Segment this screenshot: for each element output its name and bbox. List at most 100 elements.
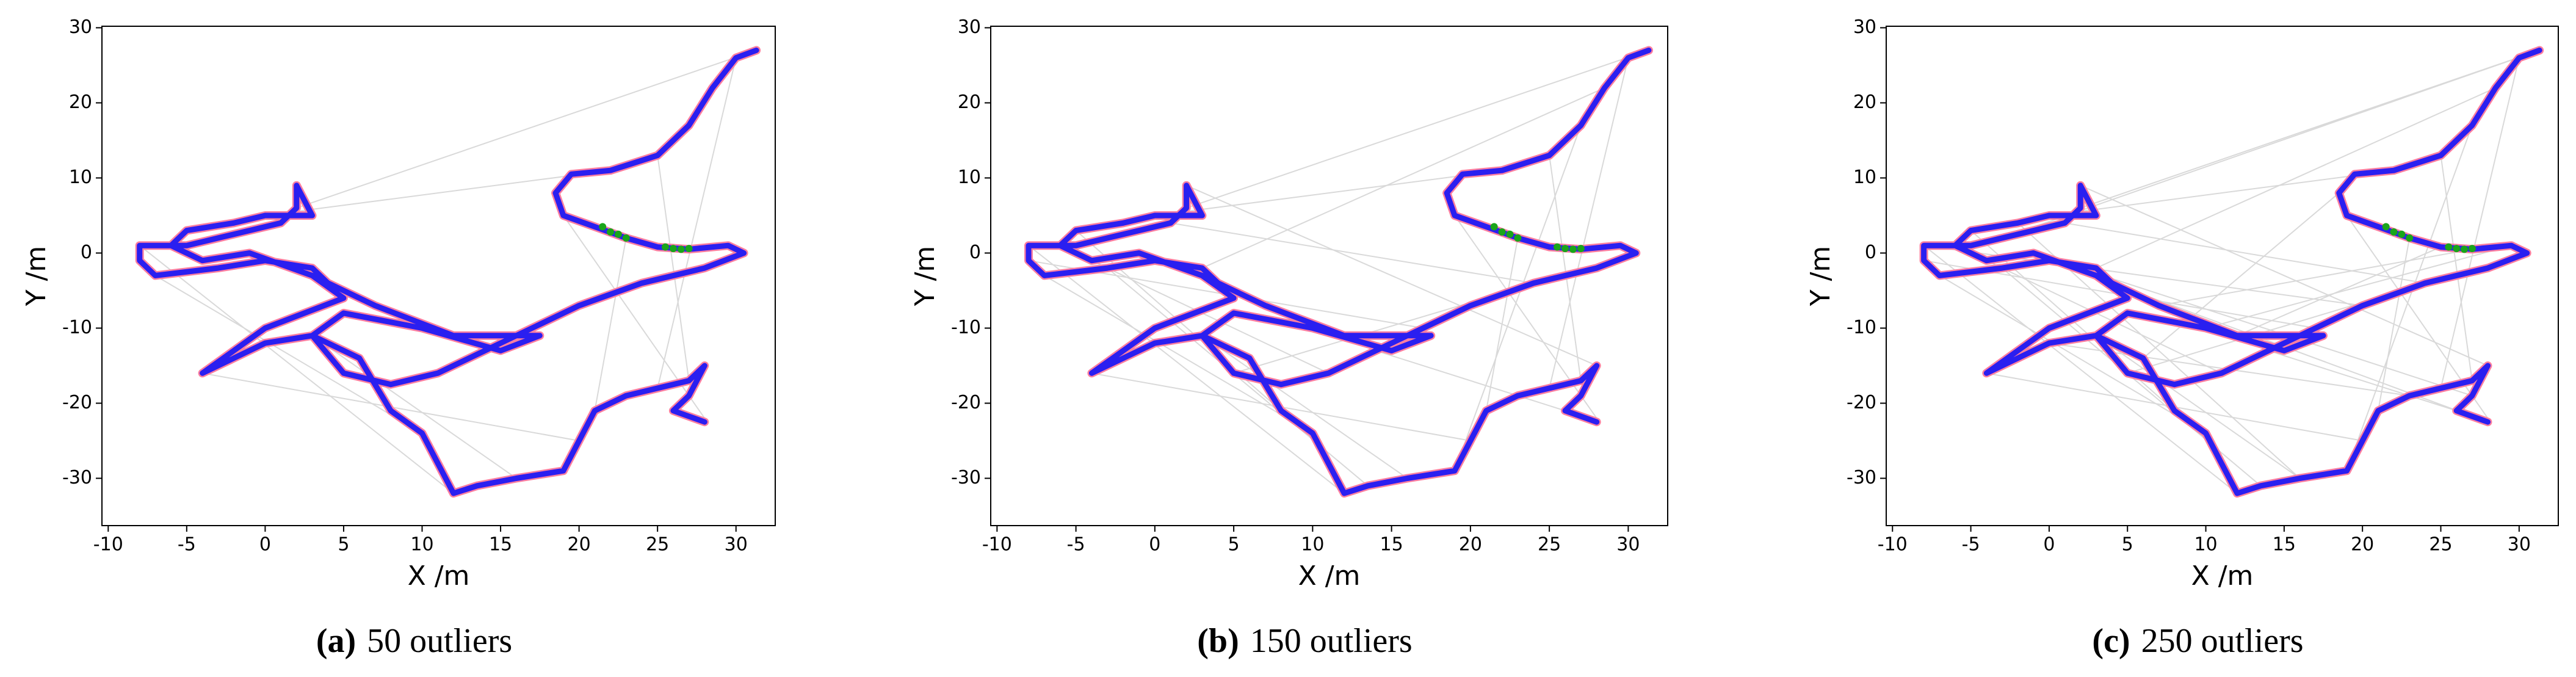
y-axis-label: Y /m <box>1805 246 1836 307</box>
y-tick-label: 20 <box>958 92 981 113</box>
x-tick-label: 15 <box>2273 534 2296 556</box>
y-tick-label: 0 <box>81 242 92 263</box>
y-tick-label: 30 <box>1853 16 1876 38</box>
plot-frame <box>101 26 776 526</box>
y-tick-label: -10 <box>1847 317 1876 338</box>
x-tick-label: 10 <box>2194 534 2217 556</box>
panel: -10 -5 0 5 10 15 20 25 30 -30 -20 -10 0 10 20 30 X /m Y /… <box>1805 16 2559 660</box>
loop-closure <box>2468 245 2476 253</box>
loop-closure <box>607 228 615 236</box>
trajectory <box>137 47 759 496</box>
y-tick-label: 10 <box>958 167 981 188</box>
x-tick-label: 10 <box>410 534 433 556</box>
trajectory-halo <box>1919 46 2544 498</box>
plot-frame <box>1886 26 2559 526</box>
loop-closure <box>1577 245 1585 253</box>
y-tick-label: 20 <box>69 92 92 113</box>
trajectory <box>1921 47 2542 496</box>
y-tick-label: -30 <box>1847 467 1876 488</box>
x-tick-label: 20 <box>1459 534 1482 556</box>
y-tick-label: -20 <box>1847 392 1876 413</box>
y-tick-label: 20 <box>1853 92 1876 113</box>
y-tick-label: 0 <box>969 242 981 263</box>
y-tick-label: 30 <box>958 16 981 38</box>
x-tick-label: -10 <box>1878 534 1908 556</box>
outlier-edges <box>1028 49 1649 494</box>
x-tick-label: 0 <box>259 534 271 556</box>
caption: (b) 150 outliers <box>1197 622 1412 660</box>
loop-closure <box>2382 223 2390 231</box>
y-axis-label: Y /m <box>21 246 52 307</box>
x-tick-label: -10 <box>982 534 1012 556</box>
x-tick-label: 5 <box>338 534 349 556</box>
loop-closure <box>1498 228 1506 236</box>
outlier-edges <box>139 49 758 494</box>
x-tick-label: 0 <box>2043 534 2055 556</box>
loop-closure <box>1506 230 1514 238</box>
x-tick-label: 15 <box>1380 534 1403 556</box>
x-tick-label: 25 <box>646 534 669 556</box>
x-tick-label: -5 <box>178 534 196 556</box>
y-tick-label: -10 <box>62 317 92 338</box>
loop-closure <box>677 245 685 253</box>
loop-closure <box>685 245 693 253</box>
x-tick-label: 30 <box>725 534 748 556</box>
y-tick-label: -30 <box>62 467 92 488</box>
x-tick-label: -5 <box>1067 534 1085 556</box>
x-tick-label: 30 <box>2508 534 2531 556</box>
x-tick-label: 0 <box>1149 534 1160 556</box>
x-axis-label: X /m <box>408 560 470 592</box>
loop-closure <box>1561 245 1569 253</box>
panel: -10 -5 0 5 10 15 20 25 30 -30 -20 -10 0 10 20 30 X /m Y /… <box>21 16 776 660</box>
loop-closure <box>1554 243 1561 251</box>
y-tick-label: 30 <box>69 16 92 38</box>
caption-tag: (a) <box>316 622 356 660</box>
y-tick-label: -20 <box>62 392 92 413</box>
x-tick-label: 25 <box>2429 534 2452 556</box>
x-tick-label: 10 <box>1301 534 1324 556</box>
loop-closure <box>1514 234 1522 242</box>
loop-closure <box>2390 228 2398 236</box>
outlier-edges <box>1923 49 2541 494</box>
y-tick-label: 10 <box>1853 167 1876 188</box>
loop-closure <box>614 230 622 238</box>
y-tick-label: -30 <box>951 467 981 488</box>
panel: -10 -5 0 5 10 15 20 25 30 -30 -20 -10 0 10 20 30 X /m Y /… <box>910 16 1668 660</box>
loop-closure <box>669 245 677 253</box>
loop-closure <box>2453 245 2461 253</box>
y-tick-label: 0 <box>1865 242 1876 263</box>
x-tick-label: 20 <box>2351 534 2374 556</box>
caption-text: 50 outliers <box>367 622 512 660</box>
loop-closure <box>1490 223 1498 231</box>
trajectory-halo <box>1024 46 1653 498</box>
caption-text: 250 outliers <box>2141 622 2304 660</box>
caption-tag: (b) <box>1197 622 1239 660</box>
x-axis-label: X /m <box>1298 560 1361 592</box>
caption: (c) 250 outliers <box>2092 622 2303 660</box>
x-tick-label: -5 <box>1962 534 1980 556</box>
plot-frame <box>990 26 1668 526</box>
x-tick-label: 5 <box>2122 534 2133 556</box>
trajectory <box>1026 47 1652 496</box>
x-tick-label: 25 <box>1538 534 1561 556</box>
loop-closure <box>622 234 630 242</box>
caption-text: 150 outliers <box>1250 622 1413 660</box>
loop-closure <box>2406 234 2414 242</box>
x-axis-label: X /m <box>2191 560 2254 592</box>
trajectory-halo <box>135 46 761 498</box>
y-axis-label: Y /m <box>910 246 941 307</box>
loop-closure <box>662 243 670 251</box>
loop-closure <box>599 223 607 231</box>
x-tick-label: -10 <box>93 534 123 556</box>
loop-closure <box>1569 245 1577 253</box>
x-tick-label: 15 <box>489 534 512 556</box>
x-tick-label: 5 <box>1228 534 1240 556</box>
loop-closure <box>2461 245 2469 253</box>
x-tick-label: 30 <box>1616 534 1640 556</box>
y-tick-label: -10 <box>951 317 981 338</box>
caption-tag: (c) <box>2092 622 2130 660</box>
caption: (a) 50 outliers <box>316 622 512 660</box>
y-tick-label: -20 <box>951 392 981 413</box>
loop-closure <box>2398 230 2406 238</box>
